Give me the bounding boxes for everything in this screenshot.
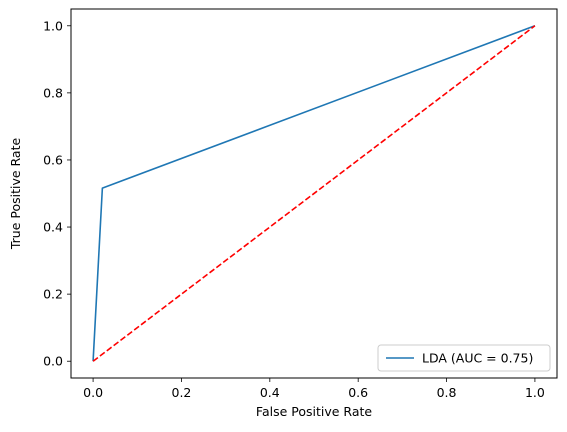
y-axis-ticks: 0.0 0.2 0.4 0.6 0.8 1.0 <box>43 18 71 369</box>
series-layer <box>92 25 536 362</box>
x-tick-label: 0.0 <box>83 385 103 400</box>
y-axis-label: True Positive Rate <box>8 138 23 251</box>
y-tick-label: 0.0 <box>43 354 63 369</box>
y-tick-label: 0.6 <box>43 152 63 167</box>
x-tick-label: 0.2 <box>172 385 192 400</box>
x-tick-label: 0.4 <box>260 385 280 400</box>
series-line-chance-diagonal <box>92 25 536 362</box>
y-tick-label: 0.4 <box>43 220 63 235</box>
plot-area <box>70 8 558 379</box>
legend-box <box>377 344 551 372</box>
series-line-lda <box>92 25 536 362</box>
legend: LDA (AUC = 0.75) <box>377 344 551 372</box>
y-tick-label: 0.8 <box>43 85 63 100</box>
x-tick-label: 0.8 <box>437 385 457 400</box>
x-tick-label: 1.0 <box>525 385 545 400</box>
legend-label-lda: LDA (AUC = 0.75) <box>422 351 533 366</box>
x-axis-label: False Positive Rate <box>256 404 372 419</box>
y-tick-label: 1.0 <box>43 18 63 33</box>
x-tick-label: 0.6 <box>348 385 368 400</box>
x-axis-ticks: 0.0 0.2 0.4 0.6 0.8 1.0 <box>83 378 545 400</box>
y-tick-label: 0.2 <box>43 287 63 302</box>
